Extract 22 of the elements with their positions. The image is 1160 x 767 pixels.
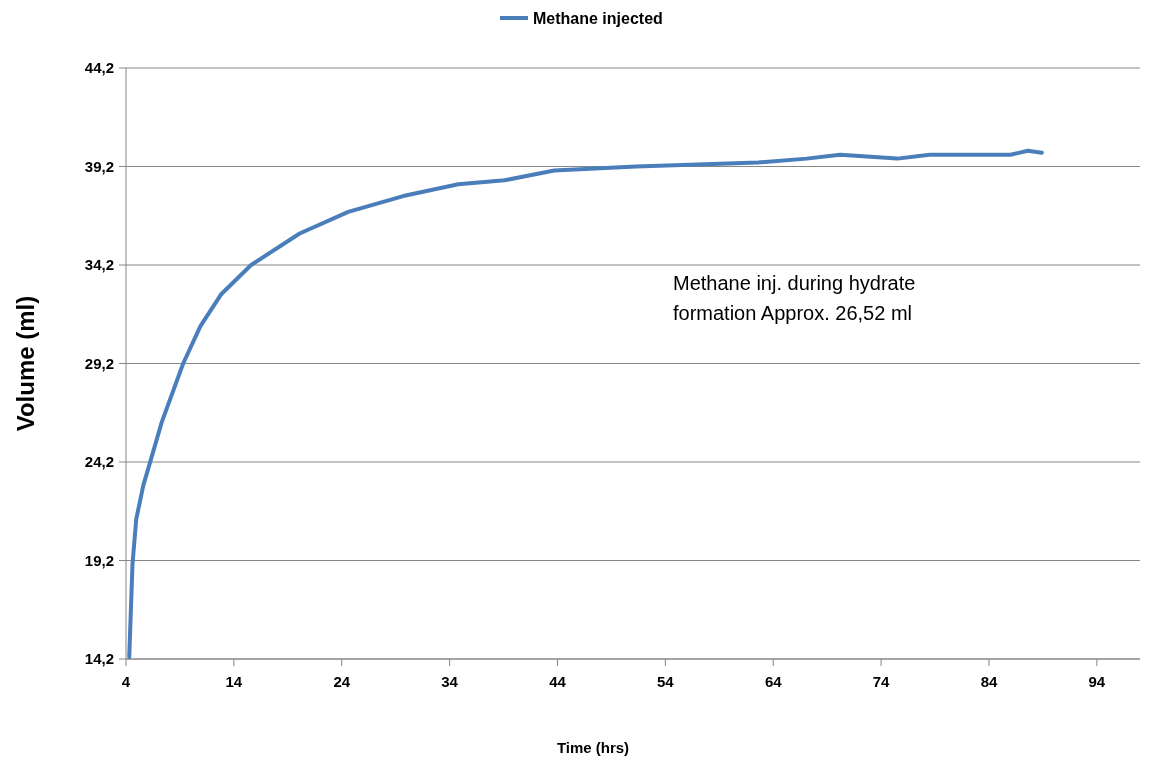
x-tick-label: 64 [764, 673, 783, 690]
x-tick-label: 44 [549, 673, 567, 690]
x-tick-label: 24 [333, 673, 351, 690]
y-tick-label: 29,2 [84, 354, 114, 372]
y-tick-label: 39,2 [84, 157, 114, 175]
y-axis-title: Volume (ml) [12, 295, 39, 432]
x-tick-label: 14 [225, 673, 243, 690]
y-tick-label: 19,2 [84, 551, 114, 569]
line-series [127, 148, 1044, 660]
x-tick-label: 34 [441, 673, 459, 690]
y-tick-label: 14,2 [84, 650, 114, 668]
x-tick-label: 54 [657, 673, 675, 690]
x-tick-label: 4 [121, 673, 131, 690]
annotation: Methane inj. during hydrate formation Approx. 26,52 ml [673, 272, 916, 324]
y-tick-label: 44,2 [84, 59, 114, 77]
x-tick-label: 84 [980, 673, 998, 690]
legend-label: Methane injected [533, 9, 663, 27]
x-tick-label: 74 [872, 673, 891, 690]
y-tick-label: 34,2 [84, 256, 114, 274]
x-axis-title: Time (hrs) [556, 739, 630, 756]
x-tick-label: 94 [1088, 673, 1106, 690]
y-tick-label: 24,2 [84, 453, 114, 471]
